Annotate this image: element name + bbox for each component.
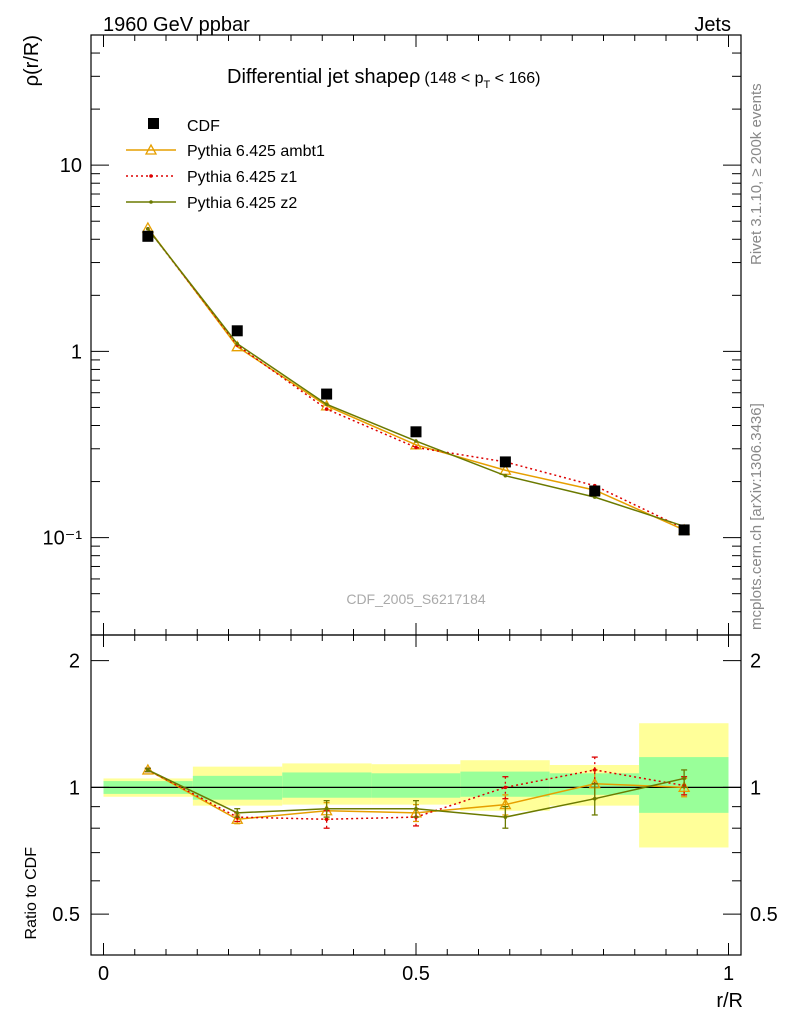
y-tick-label-bottom-right: 1	[750, 777, 761, 799]
y-tick-label-top: 1	[71, 341, 82, 363]
data-series	[142, 230, 690, 536]
legend-label-1: Pythia 6.425 z1	[187, 169, 297, 186]
ratio-point	[141, 763, 154, 775]
series-0	[141, 221, 691, 535]
series-1	[146, 227, 686, 531]
series-line	[147, 228, 685, 528]
ratio-point	[592, 768, 597, 772]
data-point	[142, 230, 154, 242]
legend-label-0: Pythia 6.425 ambt1	[187, 143, 325, 160]
legend-label-2: Pythia 6.425 z2	[187, 195, 297, 212]
data-point	[321, 388, 333, 400]
data-point	[499, 456, 511, 468]
x-tick-label: 0.5	[402, 963, 430, 985]
series-point	[324, 402, 329, 407]
y-axis-title-bottom: Ratio to CDF	[23, 847, 40, 940]
series-point	[503, 473, 508, 478]
y-tick-label-bottom: 0.5	[52, 904, 80, 926]
data-point	[231, 325, 243, 337]
data-point	[410, 426, 422, 438]
plot-title: Differential jet shapeρ (148 < pT < 166)	[227, 66, 541, 91]
series-line	[147, 227, 685, 531]
ratio-point	[414, 806, 418, 811]
ratio-point	[592, 796, 597, 801]
legend-label-data: CDF	[187, 118, 220, 135]
ratio-band-inner	[371, 773, 461, 798]
series-point	[324, 407, 329, 411]
legend-marker-0	[144, 143, 158, 155]
series-2	[146, 227, 686, 529]
x-tick-label: 1	[723, 963, 734, 985]
y-tick-label-bottom-right: 2	[750, 651, 761, 673]
analysis-id: CDF_2005_S6217184	[346, 591, 486, 607]
mcplots-label: mcplots.cern.ch [arXiv:1306.3436]	[748, 403, 765, 630]
ratio-band-inner	[282, 772, 372, 798]
data-point	[589, 485, 601, 497]
series-point	[146, 227, 150, 231]
y-tick-label-top: 10	[60, 155, 82, 177]
ratio-series-2	[144, 767, 688, 829]
series-point	[414, 439, 418, 443]
series-line	[147, 228, 685, 530]
y-tick-label-top: 10⁻¹	[43, 528, 83, 550]
header-right: Jets	[694, 14, 731, 36]
y-tick-label-bottom-right: 0.5	[750, 904, 778, 926]
y-tick-label-bottom: 1	[69, 777, 80, 799]
series-point	[235, 341, 240, 346]
ratio-panel: 0 0.5 1 0.5 0.5 1 1 2 2	[52, 634, 778, 985]
y-axis-title-top: ρ(r/R)	[21, 35, 43, 86]
data-point	[678, 524, 690, 536]
ratio-point	[235, 811, 240, 815]
legend-marker-2	[149, 200, 153, 204]
x-axis-title: r/R	[716, 990, 743, 1012]
ratio-point	[503, 785, 508, 790]
ratio-point	[682, 776, 686, 781]
legend-marker-1	[149, 174, 153, 178]
y-tick-label-bottom: 2	[69, 651, 80, 673]
top-panel: 10⁻¹ 1 10	[43, 34, 742, 636]
legend-marker-data	[148, 118, 159, 129]
legend: CDF Pythia 6.425 ambt1 Pythia 6.425 z1 Pyth…	[126, 118, 325, 212]
header-left: 1960 GeV ppbar	[103, 14, 250, 36]
ratio-point	[231, 812, 244, 824]
rivet-label: Rivet 3.1.10, ≥ 200k events	[748, 83, 765, 265]
ratio-point	[324, 817, 329, 822]
ratio-point	[503, 815, 508, 819]
ratio-point	[324, 806, 329, 811]
ratio-point	[146, 768, 150, 772]
x-tick-label: 0	[98, 963, 109, 985]
plot-subtitle: (148 < p	[424, 70, 483, 87]
series-point	[414, 445, 418, 450]
